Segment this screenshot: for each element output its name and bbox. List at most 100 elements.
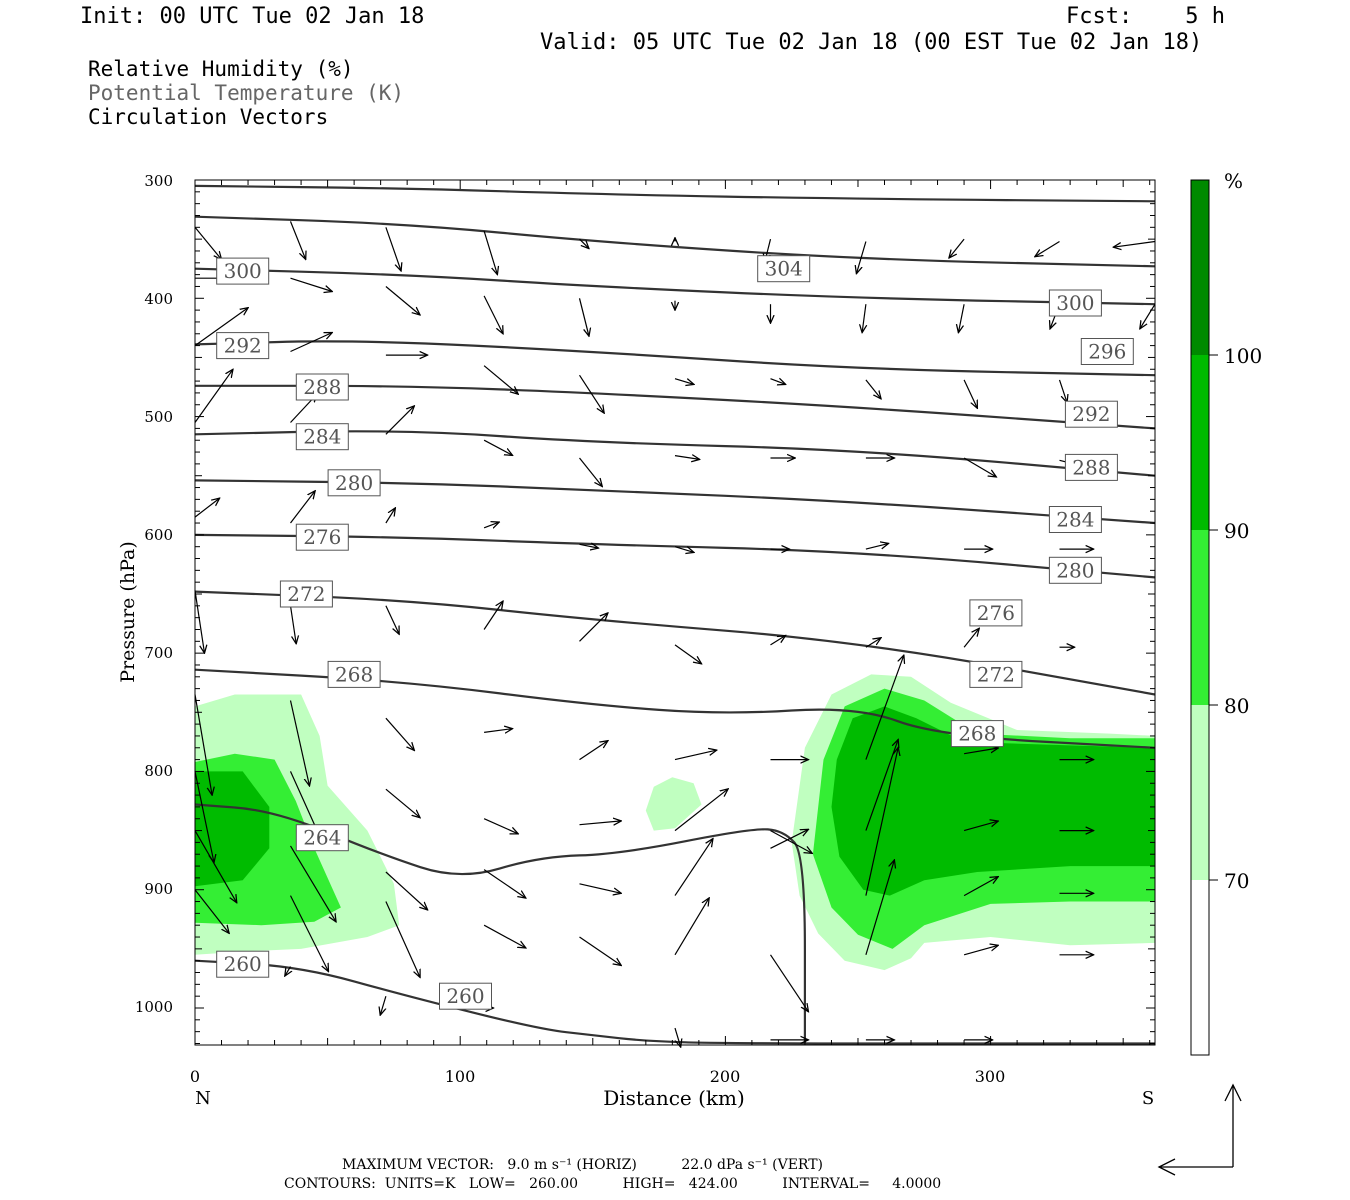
colorbar-label-70: 70 — [1224, 869, 1249, 893]
circulation-vector-102 — [285, 966, 291, 977]
contour-label-box — [439, 982, 492, 1010]
circulation-vector-97 — [674, 898, 709, 956]
circulation-vector-44 — [385, 508, 396, 524]
circulation-vector-29 — [865, 379, 881, 399]
circulation-vector-83 — [289, 845, 337, 922]
colorbar: % 100 90 80 70 — [1190, 169, 1262, 1056]
contour-label-304-0: 304 — [765, 257, 803, 281]
circulation-vector-63 — [289, 700, 310, 787]
colorbar-box-90 — [1191, 355, 1209, 530]
colorbar-label-100: 100 — [1224, 344, 1262, 368]
theta-contours — [195, 184, 1155, 1045]
contour-label-272-15: 272 — [977, 662, 1015, 686]
circulation-vector-62 — [194, 694, 212, 796]
circulation-vector-92 — [194, 889, 229, 934]
y-tick-label-900: 900 — [144, 880, 173, 898]
circulation-vector-82 — [194, 830, 237, 903]
circulation-vector-49 — [865, 543, 889, 550]
circulation-vector-64 — [385, 717, 415, 750]
circulation-vector-7 — [856, 241, 867, 274]
circulation-vector-57 — [674, 644, 702, 664]
circulation-vector-90 — [963, 877, 998, 897]
contour-label-box — [216, 332, 270, 360]
contour-label-box — [327, 660, 381, 688]
valid-time: Valid: 05 UTC Tue 02 Jan 18 (00 EST Tue … — [540, 30, 1203, 55]
contour-label-box — [1048, 506, 1102, 533]
contour-label-box — [216, 950, 270, 978]
contour-label-box — [295, 373, 349, 401]
plot-frame — [194, 179, 1156, 1046]
contour-label-284-8: 284 — [303, 425, 341, 449]
contour-label-280-11: 280 — [1056, 558, 1094, 582]
circulation-vector-30 — [963, 379, 977, 409]
y-tick-label-300: 300 — [144, 172, 173, 190]
circulation-vector-59 — [865, 638, 881, 648]
contour-label-264-18: 264 — [303, 826, 341, 850]
circulation-vector-98 — [770, 954, 809, 1012]
contour-label-box — [950, 720, 1004, 748]
rh-shading — [195, 674, 1155, 971]
circulation-vector-94 — [385, 901, 420, 978]
contour-label-288-6: 288 — [303, 375, 341, 399]
contour-label-268-16: 268 — [335, 662, 373, 686]
circulation-vector-37 — [674, 456, 700, 460]
circulation-vector-60 — [963, 628, 979, 648]
theta-contour-284 — [195, 430, 1155, 477]
contour-label-284-9: 284 — [1056, 508, 1094, 532]
forecast-hour: Fcst: 5 h — [1066, 4, 1225, 29]
circulation-vector-35 — [483, 439, 512, 455]
legend-potential-temperature: Potential Temperature (K) — [88, 81, 405, 105]
circulation-vector-77 — [674, 789, 728, 832]
colorbar-unit: % — [1224, 169, 1243, 193]
reference-vector-icon — [1157, 1083, 1242, 1176]
rh-region-70-3 — [645, 777, 702, 831]
y-tick-label-400: 400 — [144, 290, 173, 308]
end-label-south: S — [1142, 1088, 1154, 1109]
circulation-vector-69 — [865, 655, 904, 760]
init-time: Init: 00 UTC Tue 02 Jan 18 — [80, 4, 425, 29]
circulation-vector-47 — [674, 546, 694, 553]
theta-contour-300 — [195, 215, 1155, 268]
circulation-vector-15 — [578, 298, 590, 336]
circulation-vector-40 — [963, 457, 996, 477]
y-tick-label-500: 500 — [144, 408, 173, 426]
circulation-vector-78 — [770, 830, 813, 854]
circulation-vector-67 — [674, 750, 717, 761]
contour-label-288-7: 288 — [1072, 455, 1110, 479]
circulation-vector-0 — [194, 226, 222, 259]
circulation-vector-19 — [958, 304, 965, 333]
legend-circulation-vectors: Circulation Vectors — [88, 105, 329, 129]
circulation-vector-103 — [380, 996, 387, 1015]
circulation-vector-1 — [289, 221, 306, 259]
circulation-vector-100 — [963, 945, 998, 956]
circulation-vector-27 — [674, 378, 694, 385]
circulation-vector-25 — [483, 365, 518, 395]
circulation-vector-65 — [484, 729, 512, 733]
colorbar-box-100 — [1191, 180, 1209, 355]
circulation-vector-53 — [289, 605, 297, 644]
legend-relative-humidity: Relative Humidity (%) — [88, 57, 354, 81]
circulation-vector-96 — [579, 936, 622, 966]
circulation-vector-95 — [483, 924, 526, 948]
circulation-vector-26 — [578, 374, 605, 413]
circulation-vector-32 — [194, 369, 233, 423]
circulation-vector-105 — [674, 1027, 681, 1047]
contour-label-box — [279, 580, 333, 608]
contour-label-260-19: 260 — [224, 952, 262, 976]
x-axis-label: Distance (km) — [603, 1086, 745, 1110]
contour-labels: 304 300 300 296 292 292 288 288 284 284 280 280 276 2… — [216, 255, 1134, 1010]
y-tick-label-700: 700 — [144, 644, 173, 662]
contour-label-box — [295, 523, 349, 551]
circulation-vector-42 — [194, 498, 220, 518]
circulation-vector-4 — [579, 238, 590, 249]
circulation-vector-84 — [385, 871, 428, 910]
circulation-vector-10 — [1113, 240, 1156, 248]
circulation-vector-9 — [1035, 240, 1060, 257]
circulation-vector-31 — [1058, 379, 1068, 403]
y-tick-label-600: 600 — [144, 526, 173, 544]
circulation-vector-76 — [579, 821, 622, 825]
contour-label-292-4: 292 — [224, 334, 262, 358]
x-tick-label-200: 200 — [710, 1067, 741, 1086]
circulation-vector-88 — [770, 829, 809, 849]
contour-label-box — [216, 257, 270, 285]
